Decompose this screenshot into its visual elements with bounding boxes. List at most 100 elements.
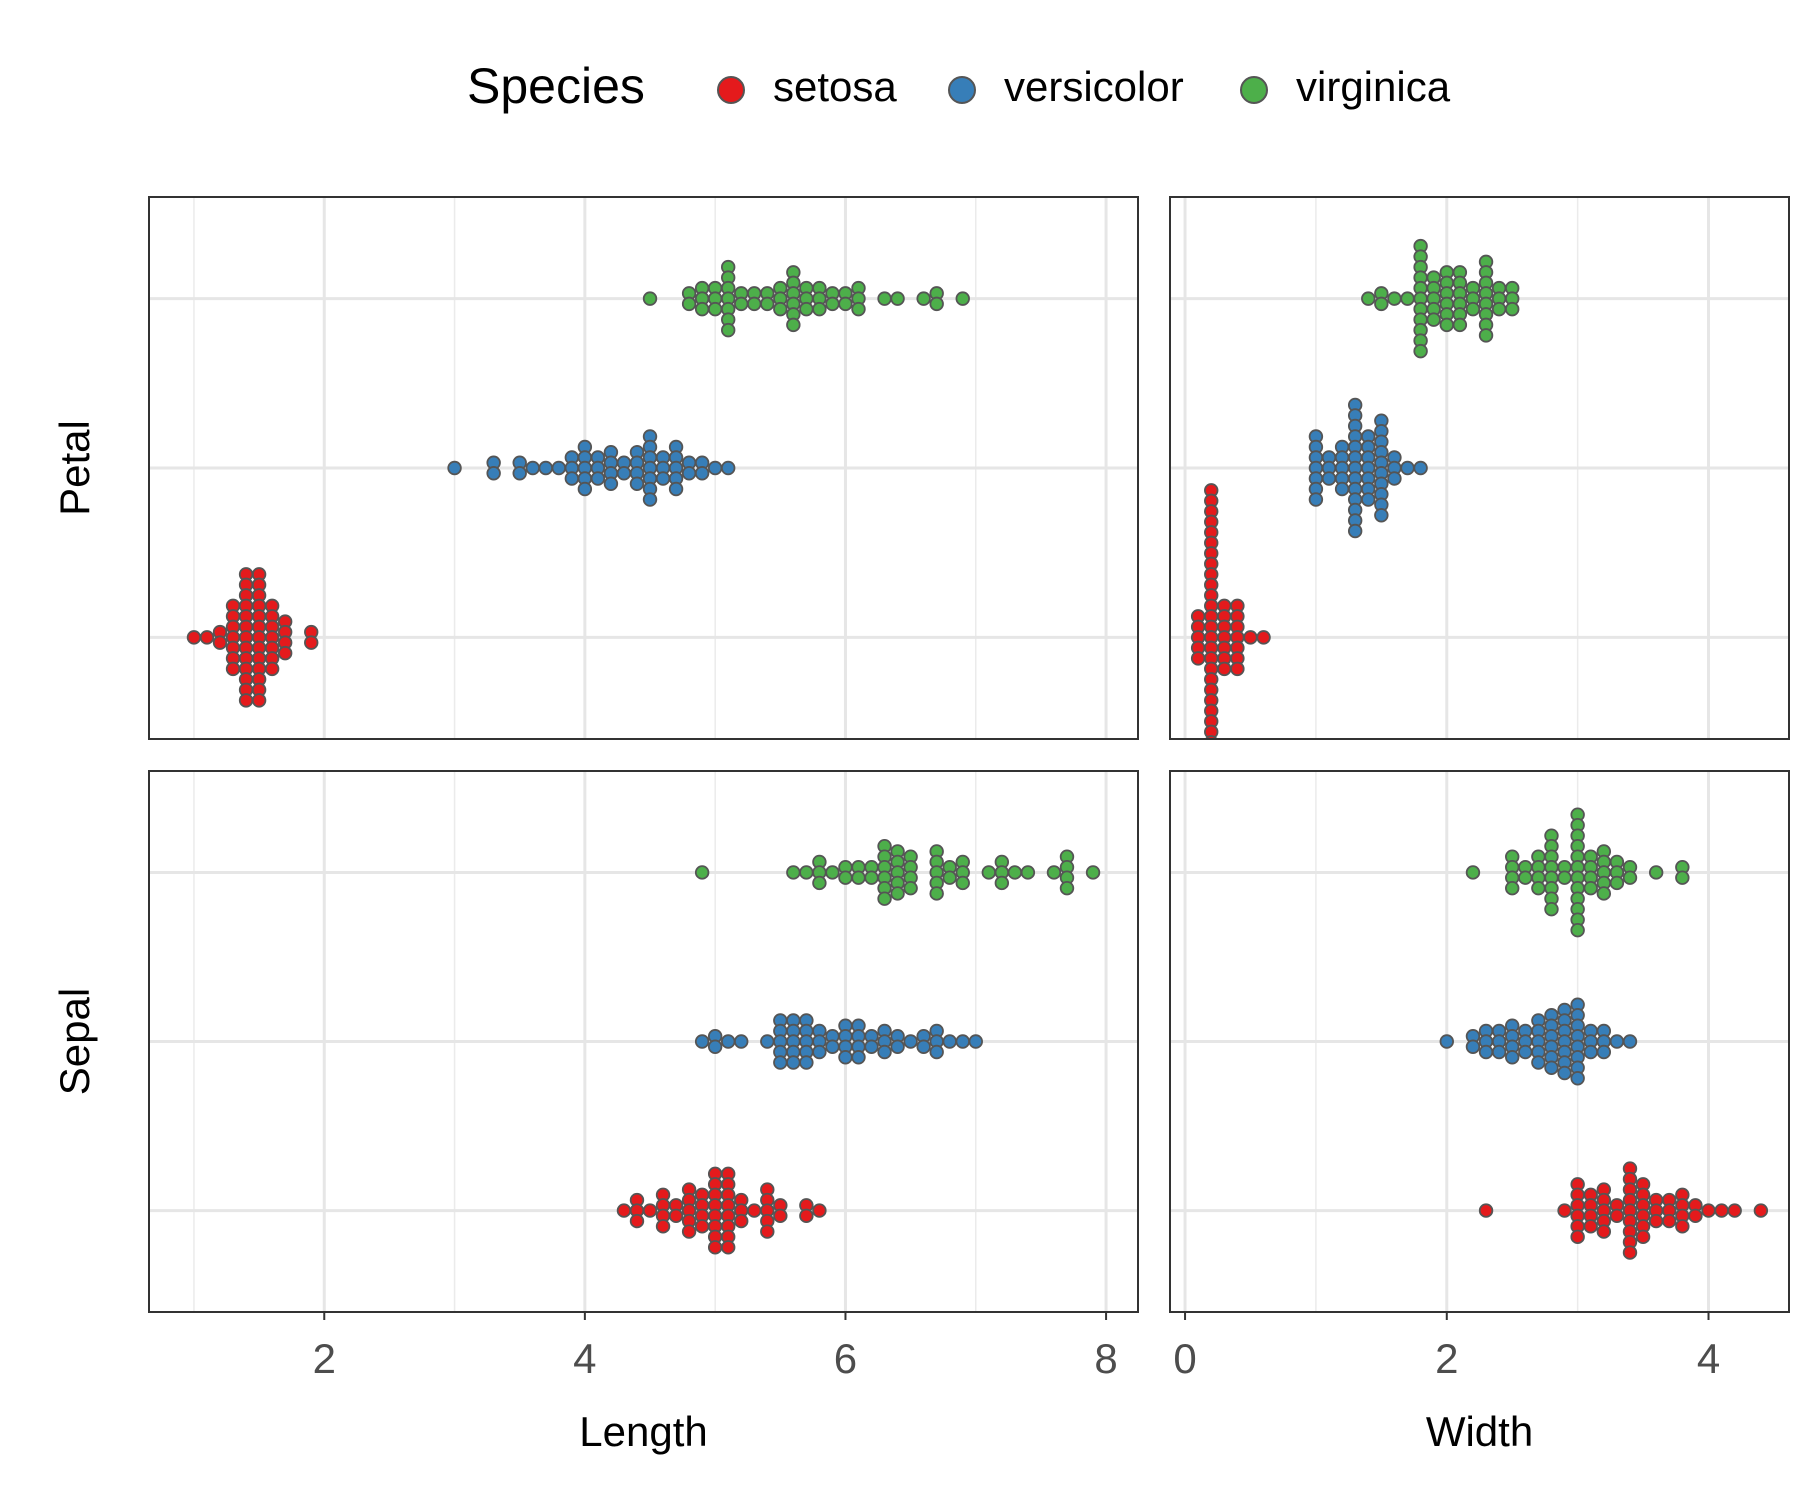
point [512, 466, 527, 481]
point [1544, 901, 1559, 917]
point [1387, 471, 1402, 486]
point [616, 466, 632, 481]
point [786, 317, 801, 333]
point [812, 875, 827, 891]
point [1544, 1060, 1559, 1075]
point [760, 296, 775, 312]
point [1374, 296, 1389, 312]
point [1557, 870, 1572, 885]
point [1609, 1034, 1625, 1049]
point [1727, 1203, 1742, 1218]
point [1243, 630, 1258, 645]
point [1701, 1203, 1716, 1218]
point [629, 476, 645, 491]
point [225, 661, 241, 677]
point [1491, 1044, 1507, 1060]
point [994, 875, 1010, 891]
point [877, 1044, 892, 1060]
point [864, 1039, 879, 1054]
x-axis-label: Length [579, 1408, 707, 1455]
point [590, 471, 606, 486]
legend-marker [717, 76, 745, 104]
point [1714, 1203, 1729, 1218]
point [525, 460, 540, 476]
point [825, 1039, 840, 1054]
point [799, 301, 814, 317]
point [1583, 880, 1598, 896]
point [877, 891, 892, 906]
point [851, 301, 866, 317]
point [1361, 291, 1376, 306]
point [929, 886, 944, 901]
point [694, 865, 710, 880]
point [681, 296, 697, 312]
point [1308, 492, 1324, 507]
point [1478, 1044, 1494, 1060]
point [942, 870, 957, 885]
point [1570, 922, 1585, 938]
point [890, 1039, 905, 1054]
point [720, 460, 736, 476]
point [799, 865, 814, 880]
point [851, 870, 866, 885]
point [1452, 317, 1468, 333]
point [186, 630, 202, 645]
point [1205, 768, 1218, 781]
point [1007, 865, 1023, 880]
point [1753, 1203, 1769, 1218]
point [1046, 865, 1062, 880]
point [1190, 651, 1206, 666]
point [851, 1050, 866, 1065]
point [694, 466, 710, 481]
point [707, 1039, 723, 1054]
point [694, 1034, 710, 1049]
point [603, 476, 619, 491]
x-tick-label: 8 [1094, 1335, 1117, 1382]
point [1361, 492, 1376, 507]
point [1478, 1203, 1494, 1218]
point [799, 1208, 814, 1224]
panel-border [148, 770, 1139, 1313]
point [890, 291, 905, 306]
point [1622, 1034, 1638, 1049]
point [199, 630, 215, 645]
legend-title: Species [467, 58, 645, 114]
point [1465, 1039, 1481, 1054]
point [1439, 317, 1454, 333]
point [1596, 886, 1612, 901]
point [1596, 1044, 1612, 1060]
panel-border [148, 196, 1139, 740]
point [486, 466, 501, 481]
point [668, 1208, 684, 1224]
point [812, 1203, 827, 1218]
point [747, 296, 762, 312]
panel-border [1169, 770, 1790, 1313]
point [1217, 661, 1232, 677]
point [773, 1055, 788, 1070]
point [681, 466, 697, 481]
point [903, 880, 918, 896]
point [655, 471, 671, 486]
point [1557, 1065, 1572, 1081]
point [916, 1039, 931, 1054]
point [1570, 1229, 1585, 1245]
point [786, 865, 801, 880]
point [812, 301, 827, 317]
x-tick-label: 6 [834, 1335, 857, 1382]
point [642, 291, 658, 306]
point [1256, 630, 1271, 645]
point [734, 296, 749, 312]
point [1505, 880, 1520, 896]
point [447, 460, 462, 476]
point [981, 865, 997, 880]
point [955, 875, 970, 891]
point [877, 291, 892, 306]
point [251, 693, 267, 708]
point [1321, 471, 1337, 486]
x-tick-label: 4 [1697, 1335, 1720, 1382]
point [747, 1203, 762, 1218]
point [799, 1055, 814, 1070]
points [616, 838, 1101, 1255]
point [838, 870, 853, 885]
